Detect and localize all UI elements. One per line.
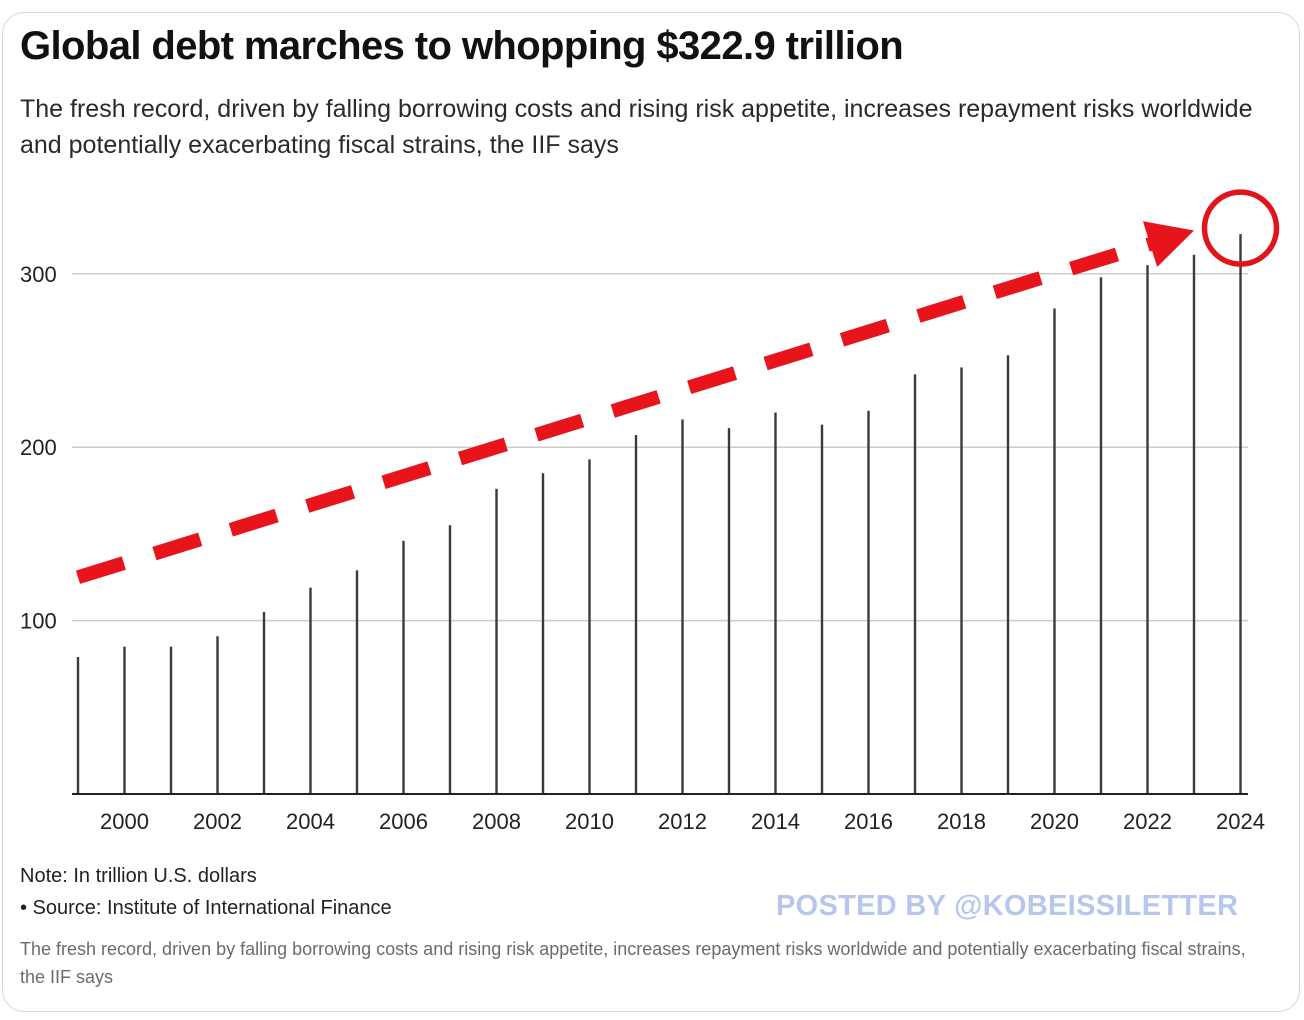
- bar-2012: [681, 419, 684, 794]
- bar-2017: [913, 374, 917, 794]
- bar-2016: [867, 410, 870, 794]
- bar-2010: [588, 459, 591, 794]
- x-tick-label-2006: 2006: [379, 809, 428, 834]
- bar-1999: [76, 657, 80, 794]
- bar-2013: [727, 428, 731, 794]
- chart-title: Global debt marches to whopping $322.9 t…: [20, 24, 904, 68]
- trend-arrow-head: [1142, 221, 1194, 268]
- bar-2024: [1239, 234, 1242, 794]
- bar-2018: [960, 367, 963, 794]
- x-tick-label-2016: 2016: [844, 809, 893, 834]
- debt-bar-chart: 100 200 300 2000 2002 2004 2006 2008 2010 2012 201…: [20, 189, 1280, 834]
- chart-card: [2, 12, 1300, 1012]
- x-tick-label-2018: 2018: [937, 809, 986, 834]
- bar-2009: [541, 473, 545, 794]
- bar-2023: [1192, 254, 1196, 794]
- units-note: Note: In trillion U.S. dollars: [20, 865, 257, 887]
- chart-caption: The fresh record, driven by falling borr…: [20, 939, 1246, 987]
- x-tick-label-2022: 2022: [1123, 809, 1172, 834]
- bar-2021: [1099, 277, 1103, 794]
- bar-2011: [634, 435, 638, 794]
- bar-2022: [1146, 265, 1149, 794]
- bar-2004: [309, 587, 312, 794]
- bar-2000: [123, 646, 126, 794]
- y-tick-label-100: 100: [20, 609, 57, 634]
- bar-2001: [169, 646, 173, 794]
- bar-2020: [1053, 308, 1056, 794]
- bar-2006: [402, 540, 405, 794]
- x-tick-label-2010: 2010: [565, 809, 614, 834]
- highlight-circle: [1201, 189, 1280, 267]
- trend-arrow-shaft: [75, 236, 1156, 584]
- bar-2005: [355, 570, 359, 794]
- x-tick-label-2000: 2000: [100, 809, 149, 834]
- bar-2003: [262, 611, 266, 794]
- bar-2015: [820, 424, 824, 794]
- x-tick-label-2002: 2002: [193, 809, 242, 834]
- y-tick-label-300: 300: [20, 262, 57, 287]
- y-tick-label-200: 200: [20, 435, 57, 460]
- x-tick-label-2024: 2024: [1216, 809, 1265, 834]
- x-tick-label-2020: 2020: [1030, 809, 1079, 834]
- x-tick-label-2004: 2004: [286, 809, 335, 834]
- posted-by-watermark: POSTED BY @KOBEISSILETTER: [776, 890, 1239, 922]
- bar-2014: [774, 412, 777, 794]
- bar-2007: [448, 525, 452, 794]
- x-tick-label-2008: 2008: [472, 809, 521, 834]
- bar-2019: [1006, 355, 1010, 794]
- chart-subtitle: The fresh record, driven by falling borr…: [20, 95, 1253, 159]
- x-tick-label-2012: 2012: [658, 809, 707, 834]
- bar-2008: [495, 488, 498, 794]
- source-note: • Source: Institute of International Fin…: [20, 897, 392, 919]
- bar-2002: [216, 636, 219, 794]
- x-tick-label-2014: 2014: [751, 809, 800, 834]
